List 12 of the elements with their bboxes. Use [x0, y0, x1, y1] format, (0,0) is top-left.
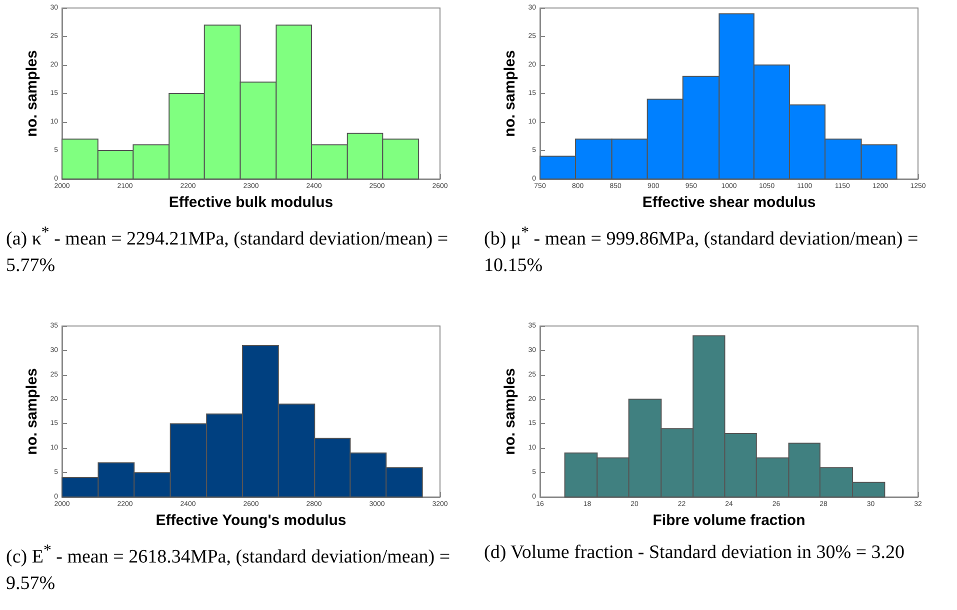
x-axis-title: Effective Young's modulus [156, 512, 346, 529]
y-axis-title: no. samples [501, 368, 518, 455]
text: (b) μ$^{*}$ - mean = 999.86MPa, (standard deviation/mean) = 10.15% [484, 223, 920, 278]
y-axis-title: no. samples [23, 50, 40, 137]
x-axis-title: Fibre volume fraction [652, 512, 806, 529]
text: (c) E$^{*}$ - mean = 2618.34MPa, (standard deviation/mean) = 9.57% [6, 541, 452, 596]
x-axis-title: Effective shear modulus [642, 194, 816, 211]
text: (d) Volume fraction - Standard deviation in 30% = 3.20 [484, 541, 906, 565]
x-axis-title: Effective bulk modulus [168, 194, 334, 211]
y-axis-title: no. samples [23, 368, 40, 455]
text: (a) κ$^{*}$ - mean = 2294.21MPa, (standard deviation/mean) = 5.77% [6, 223, 450, 278]
y-axis-title: no. samples [501, 50, 518, 137]
